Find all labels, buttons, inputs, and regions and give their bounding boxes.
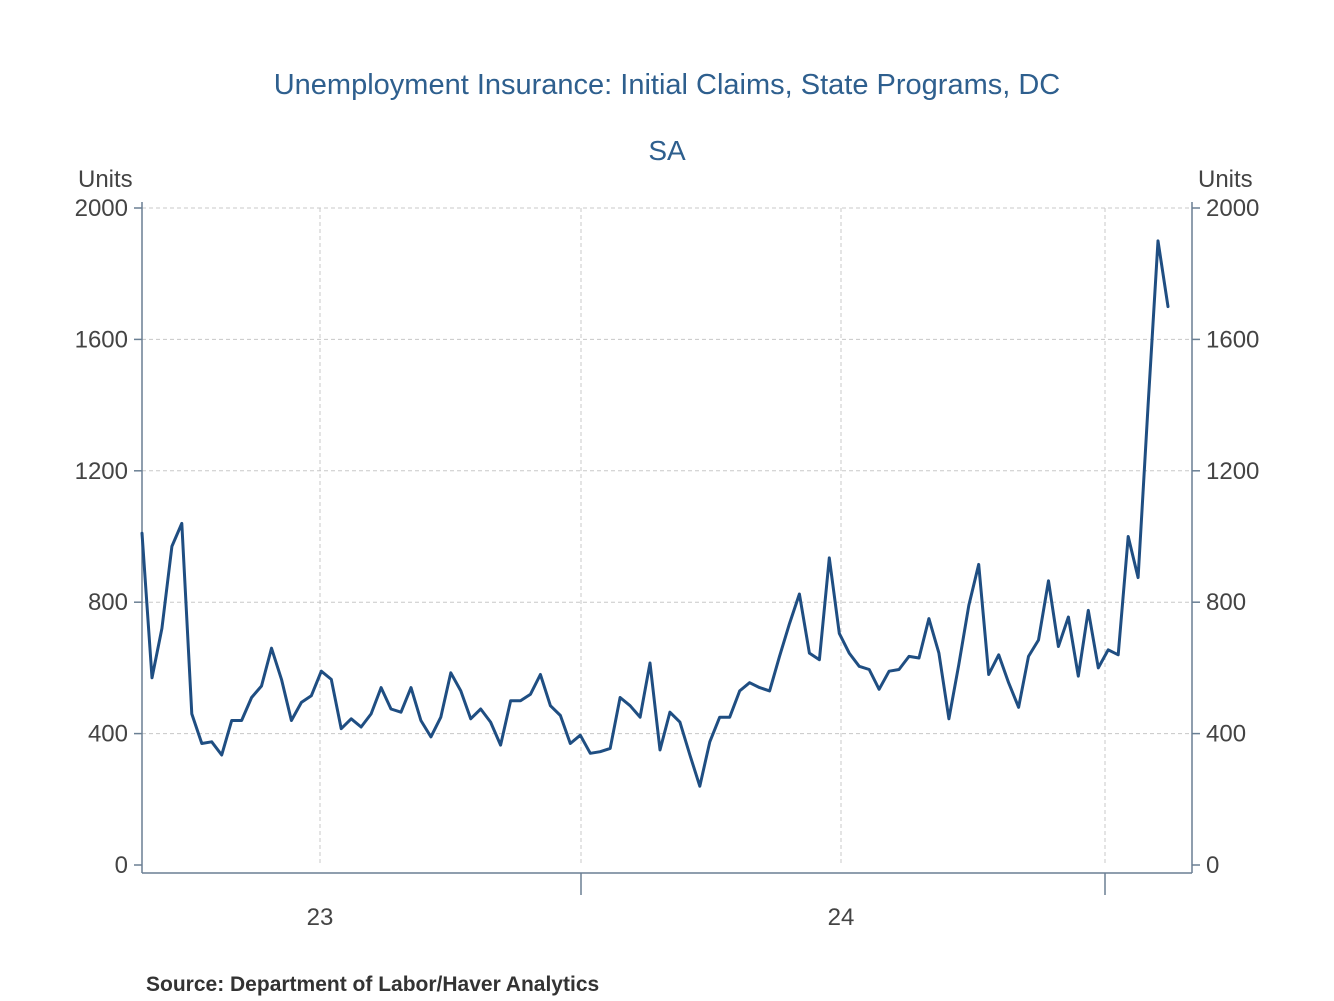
left-axis-unit-label: Units [78,166,133,193]
y-tick-label-right: 2000 [1206,195,1259,222]
y-tick-label-right: 1600 [1206,326,1259,353]
chart-title: Unemployment Insurance: Initial Claims, … [274,69,1061,101]
y-tick-label-right: 1200 [1206,458,1259,485]
chart-subtitle: SA [648,135,686,166]
source-note: Source: Department of Labor/Haver Analyt… [146,973,599,996]
y-tick-label-left: 1600 [75,326,128,353]
right-axis-unit-label: Units [1198,166,1253,193]
y-tick-label-right: 0 [1206,852,1219,879]
axis-layer [134,202,1200,895]
series-layer [140,239,1170,788]
series-line [140,239,1170,788]
y-tick-label-left: 1200 [75,458,128,485]
tick-label-layer: 0 0 400 400 800 800 1200 1200 1600 1600 2000 2000 23… [75,195,1260,931]
x-tick-label: 23 [307,904,334,931]
y-tick-label-left: 2000 [75,195,128,222]
y-tick-label-left: 0 [115,852,128,879]
grid-layer [142,207,1192,865]
y-tick-label-left: 400 [88,721,128,748]
y-tick-label-left: 800 [88,589,128,616]
y-tick-label-right: 400 [1206,721,1246,748]
x-tick-label: 24 [828,904,855,931]
y-tick-label-right: 800 [1206,589,1246,616]
